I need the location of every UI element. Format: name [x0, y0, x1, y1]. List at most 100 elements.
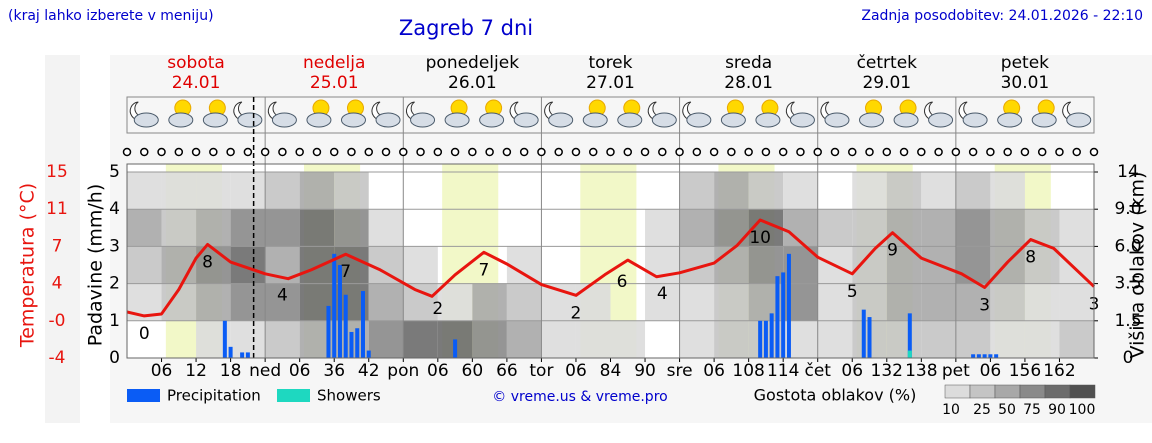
- cloud-cell: [437, 283, 473, 321]
- cloud-cell: [334, 172, 369, 210]
- temp-label: 4: [277, 285, 288, 305]
- x-tick-label: 114: [767, 361, 799, 381]
- cloud-legend-label: 25: [973, 402, 991, 418]
- precip-bar: [337, 265, 342, 358]
- wind-calm: [468, 147, 477, 157]
- precip-bar: [332, 253, 337, 358]
- x-tick-label: 108: [732, 361, 764, 381]
- cloud-cell: [679, 209, 715, 247]
- cloud-cell: [852, 209, 887, 247]
- y2-tick-label: 1.5: [1114, 311, 1141, 331]
- cloud-cell: [990, 320, 1025, 358]
- temp-label: 10: [749, 228, 771, 248]
- cloud-legend-label: 75: [1023, 402, 1041, 418]
- wind-calm: [347, 147, 356, 157]
- precip-bar: [763, 320, 768, 358]
- cloud-cell: [955, 320, 991, 358]
- temp-label: 5: [847, 282, 858, 302]
- precip-bar: [907, 350, 912, 358]
- cloud-cell: [1059, 209, 1094, 247]
- x-tick-label: 84: [600, 361, 622, 381]
- cloud-cell: [921, 172, 956, 210]
- cloud-cell: [575, 320, 611, 358]
- x-tick-label: 90: [634, 361, 656, 381]
- cloud-cell: [196, 172, 231, 210]
- cloud-cell: [921, 320, 956, 358]
- cloud-cell: [299, 246, 335, 284]
- temp-label: 7: [340, 262, 351, 282]
- y-axis-title: Padavine (mm/h): [85, 184, 107, 347]
- cloud-cell: [127, 246, 162, 284]
- cloud-cell: [299, 172, 335, 210]
- legend-swatch: [127, 389, 160, 402]
- cloud-icon: [962, 112, 988, 128]
- temperature-line: [126, 218, 1096, 318]
- wind-calm: [951, 147, 961, 157]
- cloud-icon: [928, 112, 954, 128]
- precip-bar: [222, 320, 227, 358]
- cloud-cell: [506, 246, 542, 284]
- cloud-cell: [1059, 283, 1094, 321]
- x-tick-label: 06: [703, 361, 725, 381]
- wind-calm: [502, 147, 512, 157]
- wind-calm: [744, 147, 753, 157]
- wind-calm: [709, 147, 719, 157]
- day-date: 29.01: [862, 73, 911, 93]
- temp-label: 2: [432, 299, 443, 319]
- cloud-cell: [196, 283, 231, 321]
- cloud-cell: [1059, 320, 1094, 358]
- y2-tick-label: 0: [1123, 348, 1134, 368]
- x-tick-label: ned: [249, 361, 281, 381]
- y2-tick-label: 3.5: [1114, 274, 1141, 294]
- credit: © vreme.us & vreme.pro: [492, 389, 667, 405]
- cloud-cell: [817, 209, 853, 247]
- cloud-cell: [852, 172, 887, 210]
- cloud-cell: [990, 209, 1025, 247]
- x-tick-label: 06: [565, 361, 587, 381]
- cloud-cell: [1059, 246, 1094, 284]
- cloud-cell: [886, 172, 922, 210]
- wind-calm: [830, 147, 840, 157]
- cloud-cell: [506, 320, 542, 358]
- wind-calm: [191, 147, 201, 157]
- cloud-icon: [340, 112, 366, 128]
- x-tick-label: 36: [323, 361, 345, 381]
- cloud-cell: [679, 172, 715, 210]
- precip-bar: [976, 354, 981, 358]
- legend-swatch: [277, 389, 310, 402]
- cloud-cell: [1024, 246, 1060, 284]
- icon-strip: [126, 96, 1095, 134]
- x-tick-label: 42: [358, 361, 380, 381]
- x-tick-label: 18: [220, 361, 242, 381]
- cloud-cell: [265, 320, 300, 358]
- cloud-cell: [265, 172, 300, 210]
- wind-calm: [1037, 147, 1047, 157]
- wind-calm: [675, 147, 684, 157]
- wind-calm: [519, 147, 529, 157]
- y-tick-label: 0: [109, 348, 120, 368]
- wind-calm: [243, 147, 253, 157]
- day-date: 26.01: [448, 73, 497, 93]
- cloud-cell: [921, 209, 956, 247]
- cloud-cell: [1024, 283, 1060, 321]
- cloud-cell: [403, 283, 438, 321]
- updated: Zadnja posodobitev: 24.01.2026 - 22:10: [861, 8, 1143, 24]
- cloud-cell: [645, 209, 680, 247]
- cloud-cell: [679, 283, 715, 321]
- x-tick-label: 06: [427, 361, 449, 381]
- temp-label: 7: [478, 260, 489, 280]
- wind-calm: [571, 147, 581, 157]
- day-name: četrtek: [857, 53, 918, 73]
- temp-label: 9: [887, 241, 898, 261]
- cloud-icon: [548, 112, 574, 128]
- cloud-cell: [714, 209, 749, 247]
- cloud-legend-label: 100: [1069, 402, 1096, 418]
- wind-calm: [226, 147, 235, 157]
- day-name: torek: [589, 53, 633, 73]
- cloud-cell: [990, 283, 1025, 321]
- cloud-cell: [230, 320, 266, 358]
- wind-calm: [381, 147, 391, 157]
- x-tick-label: čet: [804, 361, 831, 381]
- precip-bar: [994, 354, 999, 358]
- wind-calm: [986, 147, 995, 157]
